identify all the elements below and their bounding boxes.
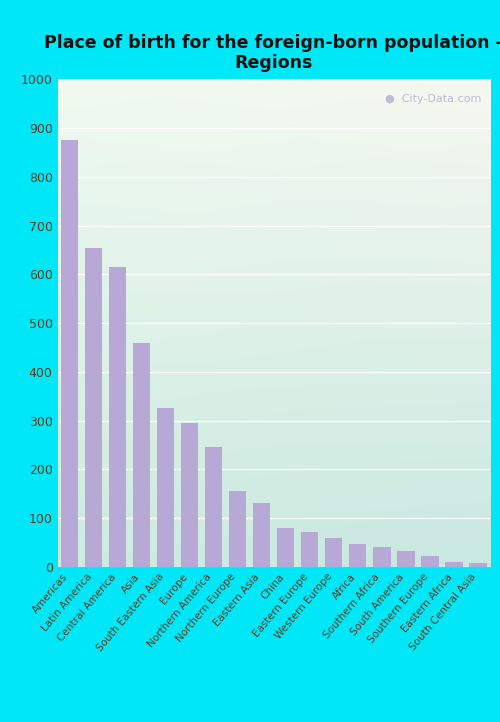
Title: Place of birth for the foreign-born population -
Regions: Place of birth for the foreign-born popu…: [44, 33, 500, 72]
Bar: [446, 562, 462, 567]
Bar: [470, 563, 486, 567]
Bar: [85, 248, 102, 567]
Bar: [398, 551, 414, 567]
Bar: [253, 503, 270, 567]
Bar: [205, 448, 222, 567]
Bar: [373, 547, 390, 567]
Bar: [229, 491, 246, 567]
Bar: [61, 140, 78, 567]
Text: ●  City-Data.com: ● City-Data.com: [385, 94, 482, 104]
Bar: [109, 267, 126, 567]
Bar: [277, 528, 294, 567]
Bar: [133, 343, 150, 567]
Bar: [301, 531, 318, 567]
Bar: [422, 556, 438, 567]
Bar: [181, 423, 198, 567]
Bar: [157, 409, 174, 567]
Bar: [349, 544, 366, 567]
Bar: [325, 537, 342, 567]
